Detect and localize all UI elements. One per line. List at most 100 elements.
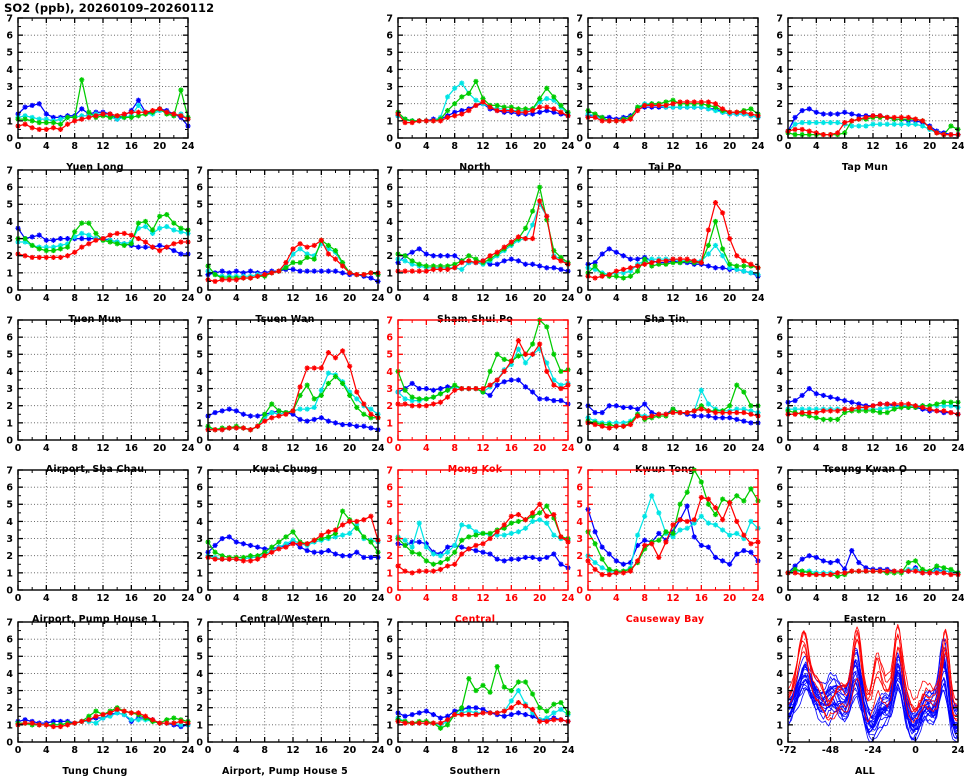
data-series-group [787, 623, 959, 743]
svg-text:16: 16 [505, 593, 519, 604]
grid-lines [18, 320, 188, 440]
svg-text:12: 12 [476, 443, 489, 454]
panel-causeway-bay: 0 1 2 3 4 5 6 7 0 4 8 12 16 20 24 Causeway Bay [566, 466, 764, 625]
svg-text:24: 24 [561, 141, 574, 152]
svg-text:1: 1 [576, 568, 583, 579]
svg-text:24: 24 [561, 443, 574, 454]
svg-text:5: 5 [196, 500, 203, 511]
svg-text:0: 0 [395, 745, 402, 756]
grid-lines [398, 320, 568, 440]
svg-text:0: 0 [6, 737, 13, 748]
panel-tsuen-wan: 0 1 2 3 4 5 6 7 0 4 8 12 16 20 24 Tsuen Wan [186, 166, 384, 325]
svg-text:-48: -48 [822, 745, 840, 756]
data-series-group [785, 106, 961, 138]
svg-text:4: 4 [576, 517, 583, 528]
plot-frame [397, 621, 569, 743]
plot-frame [587, 319, 759, 441]
svg-text:20: 20 [343, 293, 357, 304]
svg-text:16: 16 [315, 443, 329, 454]
grid-lines [588, 320, 758, 440]
panel-title: Yuen Long [66, 162, 124, 173]
svg-text:0: 0 [15, 141, 22, 152]
svg-text:1: 1 [386, 720, 393, 731]
svg-text:0: 0 [576, 585, 583, 596]
series-red [785, 401, 961, 417]
svg-text:20: 20 [923, 141, 937, 152]
svg-text:20: 20 [343, 443, 357, 454]
svg-text:4: 4 [776, 669, 783, 680]
series-blue [205, 266, 381, 285]
svg-text:12: 12 [866, 443, 879, 454]
svg-text:24: 24 [181, 593, 194, 604]
svg-text:0: 0 [205, 443, 212, 454]
svg-text:24: 24 [371, 293, 384, 304]
svg-text:8: 8 [261, 293, 268, 304]
svg-text:2: 2 [776, 401, 783, 412]
svg-text:-24: -24 [864, 745, 882, 756]
svg-text:5: 5 [776, 48, 783, 59]
svg-text:5: 5 [776, 500, 783, 511]
series-red [15, 230, 191, 261]
svg-text:0: 0 [15, 443, 22, 454]
panel-title: Tung Chung [62, 766, 128, 777]
grid-lines [18, 18, 188, 138]
svg-text:6: 6 [576, 183, 583, 194]
svg-text:3: 3 [776, 534, 783, 545]
svg-text:4: 4 [43, 593, 50, 604]
svg-text:1: 1 [196, 418, 203, 429]
panel-southern: 0 1 2 3 4 5 6 7 0 4 8 12 16 20 24 Southern [376, 618, 574, 777]
series-green [395, 184, 571, 269]
svg-text:24: 24 [561, 745, 574, 756]
svg-text:0: 0 [576, 133, 583, 144]
svg-text:4: 4 [43, 293, 50, 304]
svg-text:20: 20 [153, 443, 167, 454]
svg-text:4: 4 [776, 65, 783, 76]
svg-text:5: 5 [576, 350, 583, 361]
panel-title: Southern [449, 766, 501, 777]
panel-title: Central/Western [239, 614, 331, 625]
svg-text:8: 8 [261, 745, 268, 756]
svg-text:8: 8 [451, 293, 458, 304]
series-red [395, 99, 571, 126]
plot-frame [587, 17, 759, 139]
svg-text:12: 12 [866, 141, 879, 152]
svg-text:20: 20 [533, 593, 547, 604]
svg-text:24: 24 [371, 745, 384, 756]
svg-text:7: 7 [776, 466, 783, 476]
panel-airport-sha-chau: 0 1 2 3 4 5 6 7 0 4 8 12 16 20 24 Airport, Sha Chau [0, 316, 194, 475]
panel-kwun-tong: 0 1 2 3 4 5 6 7 0 4 8 12 16 20 24 Kwun Tong [566, 316, 764, 475]
svg-text:2: 2 [196, 703, 203, 714]
panel-kwai-chung: 0 1 2 3 4 5 6 7 0 4 8 12 16 20 24 Kwai Chung [186, 316, 384, 475]
svg-text:1: 1 [196, 568, 203, 579]
panel-title: ALL [854, 766, 876, 777]
grid-lines [208, 320, 378, 440]
svg-text:6: 6 [196, 333, 203, 344]
svg-text:0: 0 [386, 435, 393, 446]
svg-text:4: 4 [196, 669, 203, 680]
svg-text:7: 7 [6, 166, 13, 176]
svg-text:0: 0 [6, 133, 13, 144]
svg-text:7: 7 [6, 618, 13, 628]
data-series-group [15, 77, 191, 133]
svg-text:16: 16 [505, 293, 519, 304]
svg-text:16: 16 [895, 443, 909, 454]
svg-text:12: 12 [286, 593, 299, 604]
svg-text:8: 8 [641, 141, 648, 152]
svg-text:4: 4 [233, 443, 240, 454]
svg-text:0: 0 [776, 585, 783, 596]
svg-text:16: 16 [125, 745, 139, 756]
svg-text:0: 0 [576, 435, 583, 446]
svg-text:5: 5 [386, 500, 393, 511]
svg-text:16: 16 [315, 745, 329, 756]
panel-title: Tap Mun [841, 162, 889, 173]
svg-text:7: 7 [776, 316, 783, 326]
panel-title: Tai Po [648, 162, 682, 173]
svg-text:20: 20 [723, 293, 737, 304]
svg-text:5: 5 [6, 48, 13, 59]
svg-text:5: 5 [776, 652, 783, 663]
